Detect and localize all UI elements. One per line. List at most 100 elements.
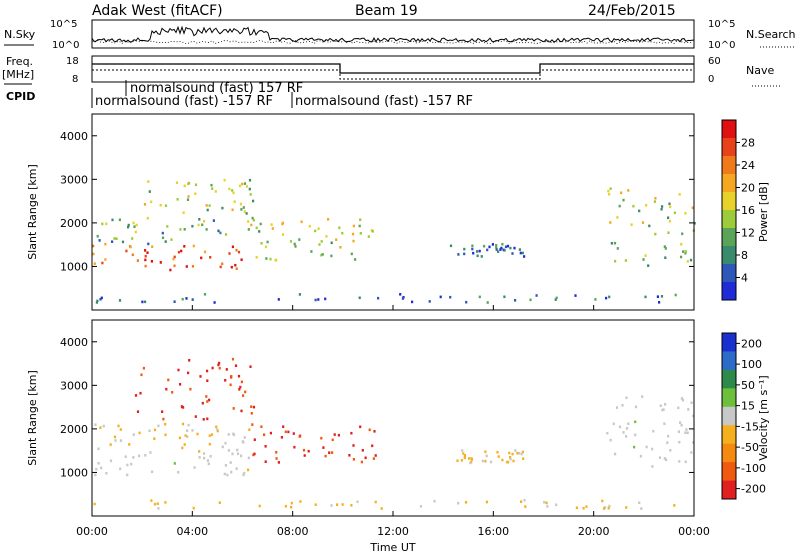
data-cell (97, 462, 100, 465)
data-cell (205, 395, 208, 398)
data-cell (134, 394, 138, 397)
data-cell (647, 264, 650, 267)
data-cell (264, 445, 267, 448)
data-cell (179, 383, 182, 386)
data-cell (92, 244, 95, 248)
power-cells (92, 178, 696, 304)
data-cell (605, 296, 608, 300)
data-cell (255, 256, 258, 259)
colorbar-swatch (722, 282, 736, 301)
data-cell (240, 380, 243, 384)
data-cell (206, 369, 209, 373)
data-cell (182, 406, 185, 409)
freq-trace (92, 63, 694, 74)
data-cell (633, 445, 636, 449)
data-cell (169, 268, 172, 272)
data-cell (192, 506, 195, 510)
data-cell (242, 441, 245, 444)
data-cell (191, 298, 194, 301)
data-cell (131, 253, 134, 257)
data-cell (186, 198, 190, 201)
data-cell (209, 455, 212, 458)
data-cell (221, 445, 224, 449)
data-cell (689, 258, 693, 262)
data-cell (264, 245, 268, 249)
data-cell (201, 401, 204, 405)
data-cell (673, 211, 676, 215)
data-cell (144, 249, 147, 252)
data-cell (673, 504, 676, 507)
data-cell (173, 300, 176, 303)
data-cell (428, 300, 431, 303)
data-cell (252, 199, 255, 203)
data-cell (235, 248, 238, 252)
data-cell (179, 228, 182, 231)
data-cell (529, 298, 532, 302)
data-cell (211, 366, 214, 370)
data-cell (686, 431, 689, 435)
data-cell (188, 359, 191, 362)
colorbar-tick-label: 16 (741, 204, 755, 217)
data-cell (608, 192, 611, 196)
noise-tick-left-top: 10^5 (50, 19, 77, 30)
data-cell (136, 410, 140, 413)
data-cell (521, 251, 524, 255)
data-cell (644, 254, 647, 257)
data-cell (681, 232, 684, 236)
data-cell (491, 243, 494, 246)
data-cell (374, 454, 377, 457)
data-cell (234, 263, 237, 267)
data-cell (119, 467, 122, 471)
data-cell (324, 297, 327, 301)
data-cell (223, 178, 226, 182)
data-cell (616, 216, 619, 219)
data-cell (173, 255, 176, 259)
nave-tick-bottom: 0 (708, 74, 714, 85)
data-cell (680, 255, 683, 259)
data-cell (135, 223, 138, 227)
data-cell (645, 204, 648, 207)
data-cell (331, 438, 334, 442)
data-cell (331, 451, 334, 454)
data-cell (335, 238, 338, 241)
data-cell (231, 245, 234, 249)
data-cell (377, 296, 380, 300)
data-cell (501, 458, 504, 462)
freq-label: Freq. (6, 55, 33, 68)
data-cell (275, 457, 278, 460)
data-cell (102, 424, 105, 428)
freq-tick-top: 18 (66, 56, 79, 67)
colorbar-swatch (722, 425, 736, 445)
data-cell (233, 200, 236, 203)
colorbar-tick-label: -100 (741, 462, 766, 475)
data-cell (337, 433, 340, 437)
data-cell (232, 407, 235, 410)
data-cell (546, 505, 549, 508)
y-tick-label: 4000 (60, 130, 88, 143)
data-cell (260, 425, 263, 428)
colorbar-tick-label: 24 (741, 159, 755, 172)
data-cell (113, 237, 116, 240)
colorbar-swatch (722, 264, 736, 283)
data-cell (134, 230, 137, 234)
date-title: 24/Feb/2015 (588, 3, 676, 19)
data-cell (471, 247, 474, 251)
data-cell (476, 250, 479, 253)
data-cell (253, 438, 256, 441)
data-cell (205, 228, 208, 231)
data-cell (245, 212, 248, 215)
data-cell (358, 224, 361, 228)
data-cell (582, 507, 585, 510)
data-cell (236, 448, 239, 452)
data-cell (231, 208, 234, 212)
data-cell (240, 409, 243, 413)
data-cell (250, 223, 253, 227)
data-cell (230, 470, 233, 474)
data-cell (484, 459, 487, 463)
data-cell (180, 249, 183, 253)
data-cell (462, 452, 465, 455)
data-cell (150, 260, 153, 263)
data-cell (680, 242, 683, 246)
data-cell (161, 236, 165, 240)
data-cell (614, 452, 617, 456)
